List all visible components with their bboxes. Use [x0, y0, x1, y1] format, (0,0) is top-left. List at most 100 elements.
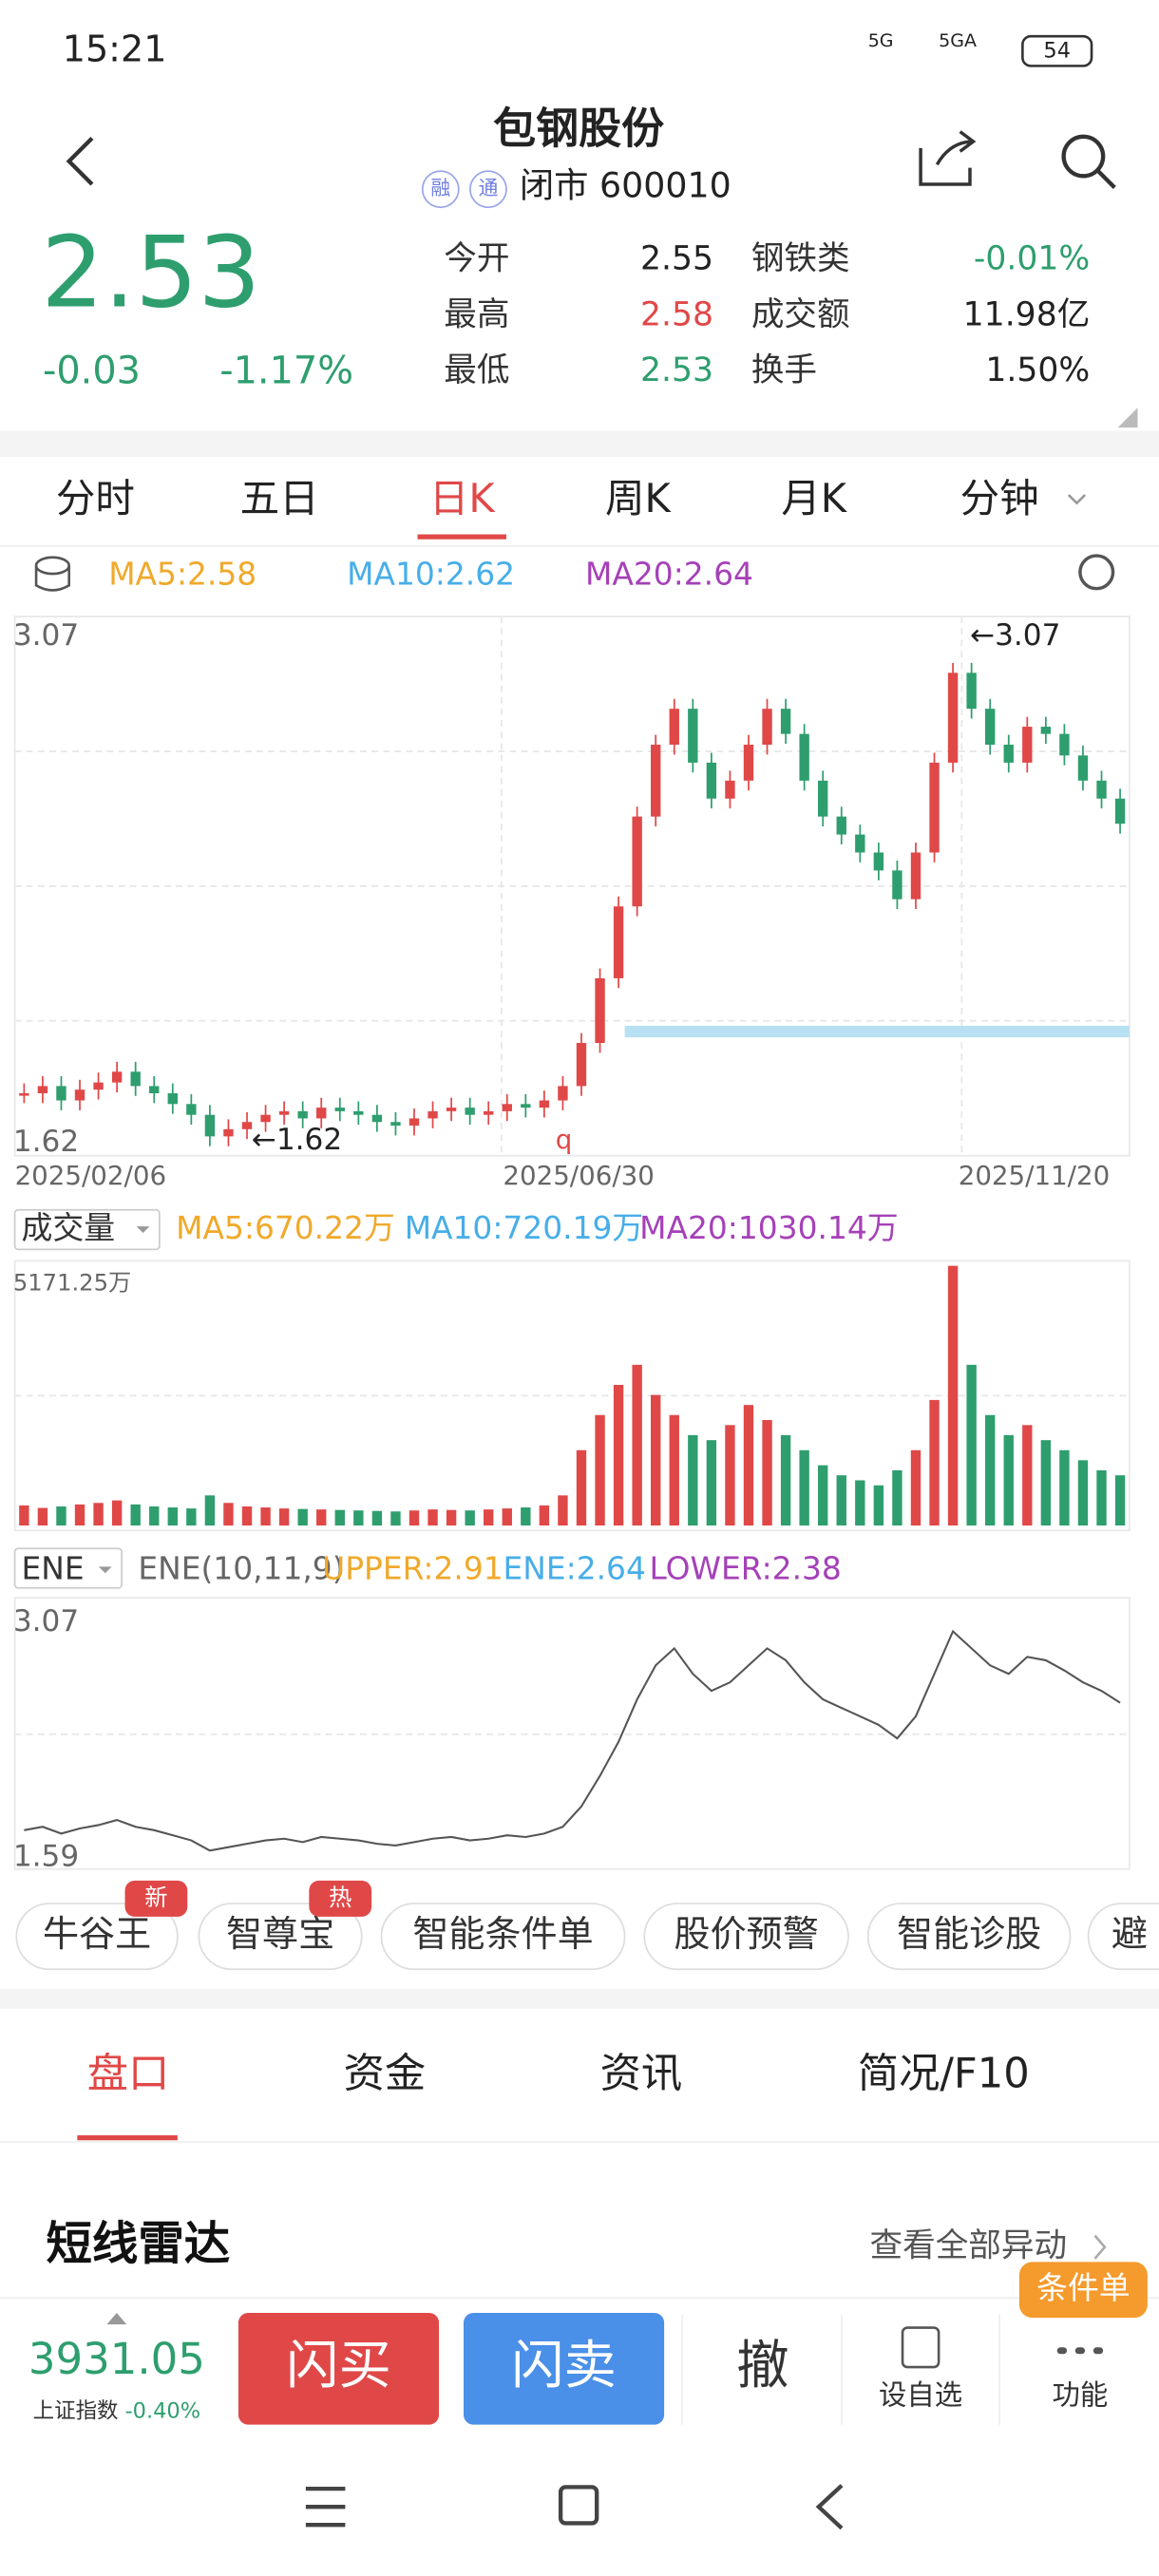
volume-bar: [260, 1507, 271, 1526]
support-band: [624, 1025, 1130, 1038]
text: 3.07: [13, 618, 79, 653]
tool-pill[interactable]: [198, 1903, 363, 1971]
text: 2.53: [640, 351, 713, 389]
nav-back[interactable]: [815, 2484, 844, 2530]
nav-menu[interactable]: [305, 2486, 346, 2528]
text: 2.53: [41, 217, 260, 331]
volume-bar: [149, 1506, 160, 1526]
candle: [223, 1128, 234, 1137]
volume-bar: [966, 1364, 977, 1526]
candle: [743, 744, 754, 781]
volume-bar: [111, 1500, 123, 1526]
candle: [873, 852, 884, 871]
volume-bar: [167, 1507, 178, 1526]
text: 盘口: [87, 2050, 170, 2097]
candle: [130, 1071, 141, 1087]
candle: [521, 1104, 531, 1108]
candle: [818, 780, 828, 817]
text: MA20:2.64: [585, 555, 753, 592]
volume-bar: [706, 1440, 717, 1526]
candle: [632, 816, 642, 907]
share-button[interactable]: [919, 130, 977, 186]
tool-pill[interactable]: [643, 1903, 849, 1971]
candle: [929, 762, 940, 853]
buy-button[interactable]: [238, 2312, 440, 2425]
volume-bar: [93, 1503, 104, 1526]
tab[interactable]: 分钟: [960, 475, 1039, 521]
text: 设自选: [879, 2379, 962, 2412]
volume-bar: [576, 1449, 587, 1526]
up-triangle: [106, 2312, 127, 2325]
tab[interactable]: 五日: [240, 475, 319, 521]
volume-bar: [502, 1508, 512, 1526]
text: -1.17%: [219, 349, 353, 392]
volume-bar: [762, 1420, 772, 1526]
text: 5171.25万: [13, 1270, 131, 1297]
candle: [241, 1122, 253, 1129]
battery: [1021, 34, 1093, 67]
text: 闭市 600010: [520, 164, 732, 205]
text: 通: [479, 177, 499, 199]
text: 牛谷王: [43, 1913, 151, 1955]
text: MA5:670.22万: [176, 1209, 395, 1246]
expand-icon: [1117, 407, 1138, 428]
text: UPPER:2.91: [322, 1549, 504, 1586]
volume-bar: [1022, 1425, 1033, 1526]
candle: [780, 709, 791, 734]
text: 成交额: [751, 295, 850, 333]
text: 闪卖: [511, 2336, 617, 2396]
settings-icon[interactable]: [1078, 554, 1115, 591]
text: 闪买: [286, 2336, 391, 2396]
tool-pill[interactable]: [15, 1903, 179, 1971]
text: 1.59: [13, 1840, 79, 1874]
candle: [539, 1100, 550, 1108]
volume-bar: [465, 1510, 475, 1526]
tool-pill[interactable]: [380, 1903, 626, 1971]
text: 热: [329, 1885, 352, 1911]
volume-bar: [19, 1505, 29, 1526]
candle: [204, 1114, 216, 1137]
tool-pill[interactable]: [866, 1903, 1072, 1971]
text: -0.03: [43, 349, 141, 392]
candle: [1059, 733, 1070, 756]
volume-bar: [428, 1509, 438, 1526]
volume-bar: [334, 1509, 345, 1526]
tab[interactable]: 日K: [429, 475, 497, 521]
sell-button[interactable]: [464, 2312, 665, 2425]
volume-bar: [204, 1495, 216, 1526]
volume-bar: [651, 1394, 661, 1526]
search-button[interactable]: [1061, 134, 1106, 179]
back-button[interactable]: [66, 136, 94, 186]
text: 智能诊股: [897, 1913, 1041, 1955]
candle: [260, 1114, 271, 1123]
tab[interactable]: 月K: [781, 475, 848, 521]
candle: [576, 1043, 587, 1087]
volume-bar: [1114, 1475, 1126, 1526]
nav-home[interactable]: [558, 2485, 599, 2526]
tab[interactable]: 分时: [56, 475, 135, 521]
volume-bar: [130, 1504, 141, 1526]
text: MA5:2.58: [108, 555, 256, 592]
tab[interactable]: 周K: [605, 475, 673, 521]
candle: [56, 1086, 66, 1101]
text: 5GA: [939, 30, 977, 51]
candle: [1040, 727, 1052, 734]
volume-bar: [1040, 1440, 1052, 1526]
text: MA20:1030.14万: [639, 1209, 898, 1246]
candle: [390, 1122, 401, 1127]
search-icon: [1096, 169, 1116, 189]
volume-bar: [1077, 1460, 1089, 1526]
text: 股价预警: [674, 1913, 819, 1955]
text: 智能条件单: [412, 1913, 593, 1955]
volume-bar: [929, 1399, 940, 1526]
tool-pill[interactable]: [1087, 1903, 1159, 1971]
candle: [595, 977, 605, 1044]
text: 54: [1043, 38, 1071, 63]
dropdown-arrow: [1067, 494, 1087, 505]
text: -0.40%: [125, 2398, 201, 2423]
volume-bar: [371, 1510, 383, 1526]
candle: [706, 762, 717, 799]
text: 上证指数: [33, 2398, 119, 2423]
candle: [149, 1086, 160, 1093]
